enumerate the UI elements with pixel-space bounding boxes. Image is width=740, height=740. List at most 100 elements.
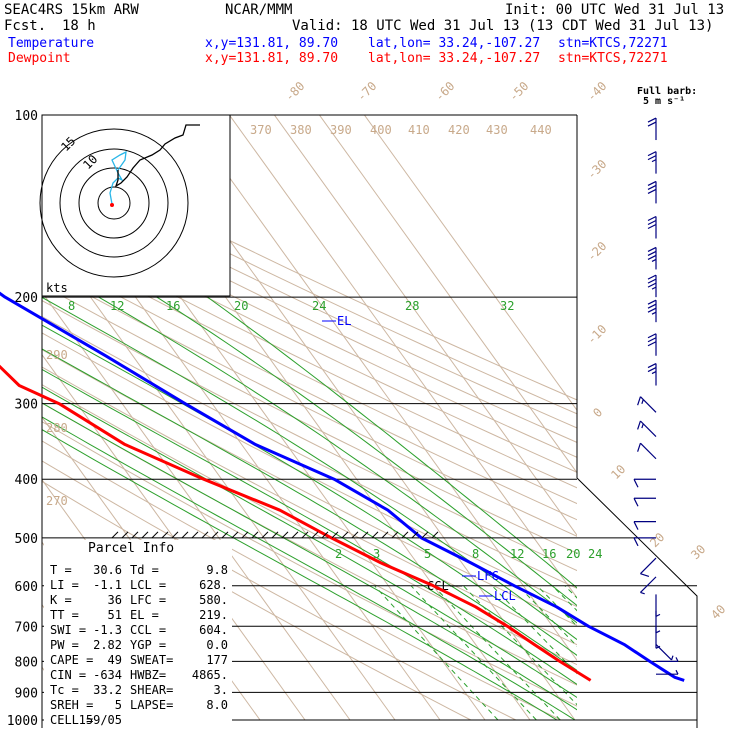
moist-adiabat-label: 8 — [68, 299, 75, 313]
parcel-info-value: 177 — [206, 653, 228, 667]
dry-adiabat — [42, 145, 577, 401]
parcel-info-value: Td = — [130, 563, 159, 577]
tick-mark — [111, 531, 119, 539]
wind-barb-full — [640, 573, 650, 578]
parcel-info-value: -634 — [93, 668, 122, 682]
tick-mark — [421, 531, 429, 539]
parcel-info-value: 604. — [199, 623, 228, 637]
wind-barb-half — [651, 258, 657, 262]
wind-barb — [633, 478, 656, 488]
moist-adiabat-label: 16 — [166, 299, 180, 313]
wind-barb-full — [637, 396, 642, 406]
pressure-label-700: 700 — [15, 620, 38, 635]
pressure-label-200: 200 — [15, 291, 38, 306]
wind-barb-half — [651, 286, 657, 290]
parcel-info-value: YGP = — [130, 638, 166, 652]
tick-mark — [411, 531, 419, 539]
dry-adiabat — [42, 269, 577, 537]
hodograph-ring — [78, 167, 150, 239]
dry-adiabat-label: 280 — [46, 421, 68, 435]
parcel-info-value: 3. — [214, 683, 228, 697]
wind-barb-full — [647, 219, 657, 226]
valid-time: Valid: 18 UTC Wed 31 Jul 13 (13 CDT Wed … — [292, 18, 713, 34]
mixing-ratio-label: 12 — [510, 547, 524, 561]
wind-barb-full — [647, 121, 657, 127]
tick-mark — [191, 531, 199, 539]
wind-barb-full — [647, 299, 657, 305]
wind-barb — [637, 396, 657, 413]
parcel-info-value: K = — [50, 593, 72, 607]
parcel-info-value: SWEAT= — [130, 653, 173, 667]
wind-barb-full — [633, 497, 639, 507]
tick-mark — [241, 531, 249, 539]
parcel-info-value: LFC = — [130, 593, 166, 607]
parcel-info-value: PW = — [50, 638, 79, 652]
wind-barb — [647, 117, 657, 141]
tick-mark — [321, 531, 329, 539]
moist-adiabat — [207, 296, 577, 589]
tick-mark — [301, 531, 309, 539]
hodograph-storm-motion — [110, 203, 114, 207]
wind-barb-half — [675, 669, 679, 675]
tick-mark — [201, 531, 209, 539]
tick-mark — [161, 531, 169, 539]
parcel-info-value: CCL = — [130, 623, 166, 637]
isotherm — [273, 115, 577, 537]
mixing-ratio-line — [564, 585, 577, 599]
parcel-info-value: TT = — [50, 608, 79, 622]
isotherm-label: 0 — [590, 405, 605, 420]
lfc-label: LFC — [477, 569, 499, 583]
wind-barb-full — [647, 341, 657, 347]
dry-adiabat — [42, 421, 577, 707]
parcel-info-title: Parcel Info — [88, 541, 174, 556]
dry-adiabat-label: 270 — [46, 494, 68, 508]
mixing-ratio-label: 3 — [373, 547, 380, 561]
wind-barb-full — [647, 250, 657, 256]
isotherm — [363, 115, 577, 412]
wind-barb-full — [647, 362, 657, 369]
parcel-info-value: CELL = — [50, 713, 93, 727]
wind-barb-half — [655, 613, 661, 617]
barb-key-line1: Full barb: — [637, 86, 697, 97]
dry-adiabat — [42, 349, 577, 627]
tick-mark — [341, 531, 349, 539]
pressure-label-300: 300 — [15, 398, 38, 413]
tick-mark — [251, 531, 259, 539]
parcel-info-value: -1.1 — [93, 578, 122, 592]
wind-barb — [656, 657, 679, 662]
pressure-label-400: 400 — [15, 473, 38, 488]
hodograph-ring — [97, 186, 131, 220]
wind-barb-half — [651, 370, 657, 375]
mixing-ratio-line — [463, 585, 577, 706]
dry-adiabat — [42, 284, 577, 554]
wind-barb-half — [641, 423, 644, 429]
fcst-label: Fcst. — [4, 18, 46, 34]
parcel-info-value: 33.2 — [93, 683, 122, 697]
isotherm-label: 20 — [647, 530, 667, 550]
tick-mark — [231, 531, 239, 539]
wind-barb-half — [670, 655, 674, 661]
parcel-info-value: 5 — [115, 698, 122, 712]
dry-adiabat — [42, 197, 577, 458]
wind-barb — [633, 497, 656, 507]
parcel-info-panel: Parcel Info T = 30.6 Td = 9.8 LI = -1.1 LCL = 6… — [44, 540, 232, 727]
mixing-ratio-label: 8 — [472, 547, 479, 561]
wind-barb — [647, 215, 657, 239]
freezing-level-ticks — [111, 531, 439, 539]
mixing-ratio-label: 24 — [588, 547, 602, 561]
moist-adiabat-label: 32 — [500, 299, 514, 313]
tick-mark — [131, 531, 139, 539]
dry-adiabat-label: 400 — [370, 123, 392, 137]
wind-barb — [647, 274, 657, 298]
mixing-ratio-label: 2 — [335, 547, 342, 561]
dry-adiabat — [42, 384, 577, 666]
tick-mark — [371, 531, 379, 539]
lcl-label: LCL — [494, 589, 516, 603]
parcel-info-value: CAPE = — [50, 653, 93, 667]
wind-barb-full — [633, 478, 639, 488]
dry-adiabat-label: 370 — [250, 123, 272, 137]
parcel-info-value: -1.3 — [93, 623, 122, 637]
tick-mark — [401, 531, 409, 539]
dry-adiabat — [42, 299, 577, 572]
wind-barb-full — [637, 443, 642, 452]
